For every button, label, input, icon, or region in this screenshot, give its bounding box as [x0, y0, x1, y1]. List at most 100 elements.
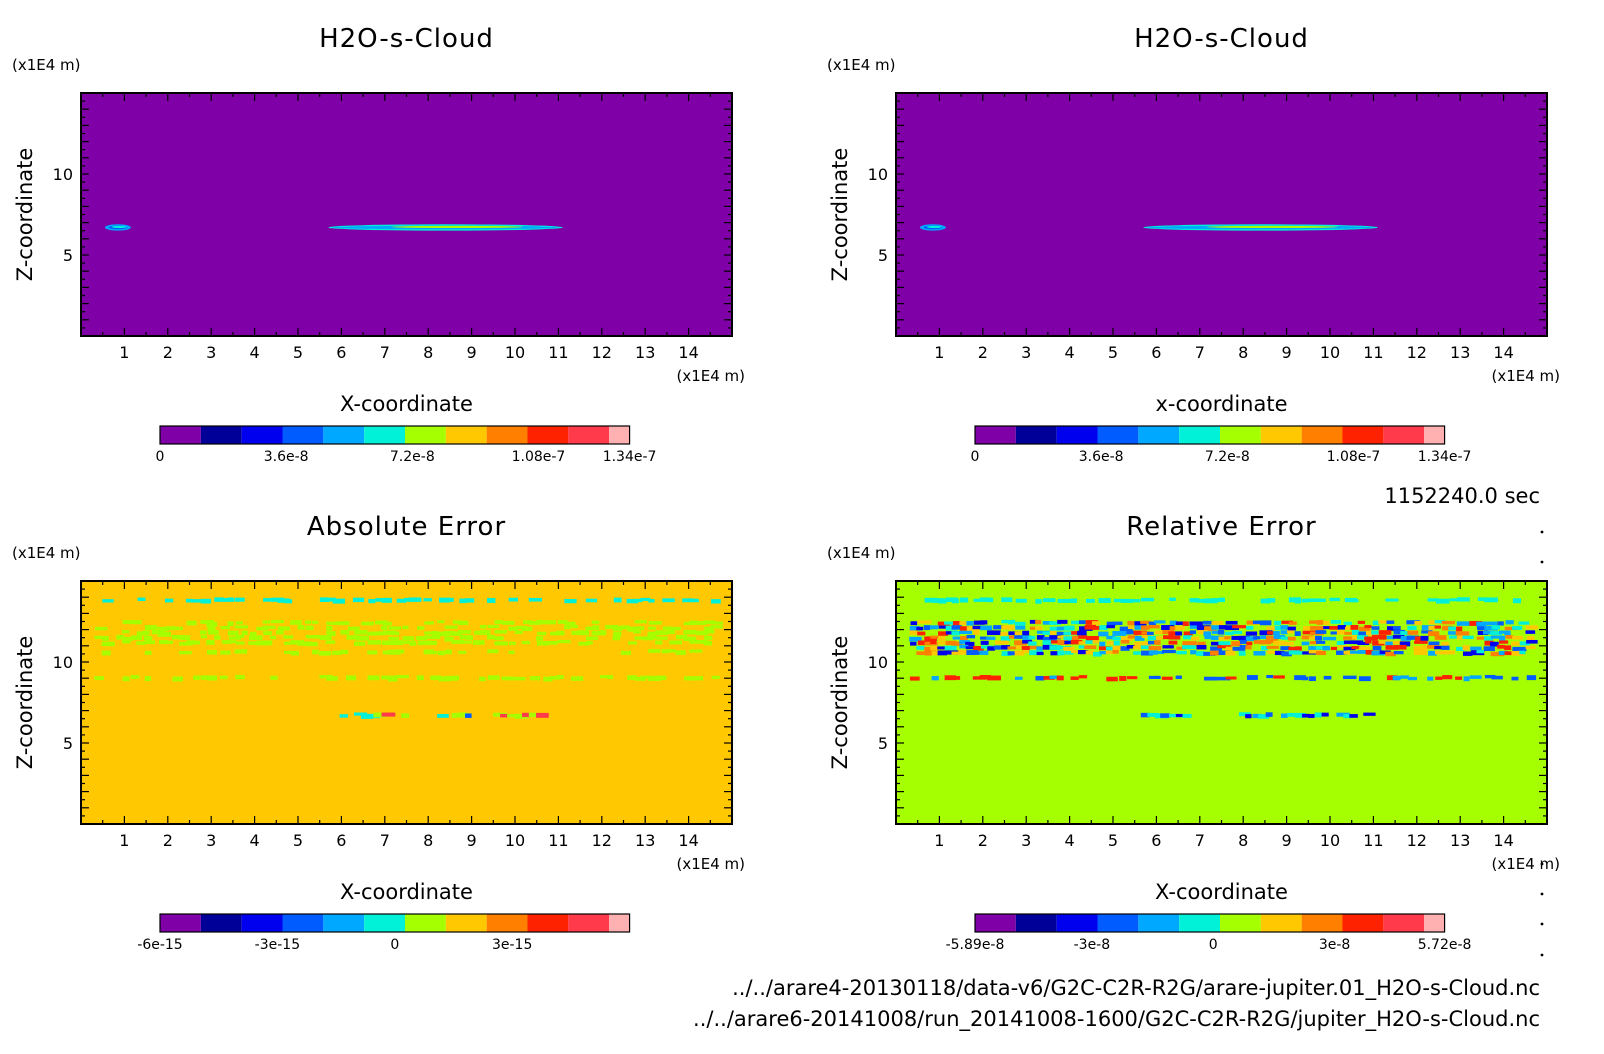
- error-cell: [1449, 635, 1460, 639]
- error-cell: [1490, 641, 1499, 647]
- error-cell: [1371, 651, 1385, 656]
- error-cell: [606, 675, 614, 679]
- error-cell: [444, 630, 455, 636]
- error-cell: [1245, 631, 1258, 636]
- colorbar-segment: [975, 914, 1016, 932]
- error-cell: [987, 646, 996, 651]
- margin-dot: [1540, 560, 1544, 564]
- error-cell: [909, 630, 918, 635]
- error-cell: [494, 641, 508, 646]
- error-cell: [1245, 645, 1252, 650]
- error-cell: [507, 714, 520, 718]
- x-tick-label: 12: [1407, 343, 1427, 362]
- error-cell: [1120, 646, 1130, 651]
- error-cell: [1484, 674, 1496, 679]
- error-cell: [1161, 625, 1175, 630]
- error-cell: [1225, 620, 1238, 625]
- error-cell: [980, 625, 993, 631]
- x-tick-label: 10: [1320, 343, 1340, 362]
- error-cell: [1295, 651, 1304, 655]
- error-cell: [179, 641, 193, 646]
- error-cell: [1378, 640, 1392, 644]
- error-cell: [528, 712, 537, 718]
- error-cell: [94, 676, 105, 680]
- error-cell: [1490, 651, 1505, 657]
- error-cell: [578, 641, 590, 646]
- panels-group: H2O-s-Cloud(x1E4 m)1 2 3 4 5 6 7 8 9 10 11 12 13 1451…: [12, 24, 1560, 953]
- error-cell: [1224, 631, 1234, 636]
- colorbar-segment: [241, 426, 283, 444]
- colorbar-frame: [159, 425, 631, 445]
- x-tick-label: 13: [635, 831, 655, 850]
- colorbar-segment: [405, 914, 446, 932]
- error-cell: [437, 650, 445, 656]
- error-cell: [1371, 630, 1379, 635]
- error-cell: [1154, 640, 1161, 645]
- error-cell: [1413, 650, 1428, 656]
- error-cell: [993, 625, 1004, 630]
- error-cell: [571, 630, 585, 635]
- error-cell: [1414, 636, 1422, 641]
- error-cell: [1301, 713, 1310, 718]
- colorbar-segment: [160, 426, 201, 444]
- error-cell: [1378, 635, 1387, 640]
- error-cell: [1421, 630, 1433, 634]
- error-cell: [1168, 713, 1182, 718]
- x-tick-label: 4: [1065, 343, 1075, 362]
- error-cell: [1057, 619, 1068, 624]
- error-cell: [319, 597, 330, 602]
- x-tick-label: 8: [423, 831, 433, 850]
- error-cell: [1350, 650, 1359, 654]
- colorbar-frame: [159, 913, 631, 933]
- error-cell: [305, 641, 318, 647]
- error-cell: [437, 620, 445, 624]
- error-cell: [1106, 635, 1116, 640]
- error-cell: [1455, 676, 1463, 680]
- error-cell: [1063, 636, 1074, 641]
- plot-background: [81, 93, 732, 336]
- error-cell: [1099, 625, 1108, 631]
- error-cell: [129, 620, 142, 625]
- error-cell: [1049, 645, 1061, 650]
- error-cell: [557, 639, 571, 644]
- error-cell: [1281, 620, 1294, 624]
- error-cell: [1350, 640, 1364, 645]
- error-cell: [959, 630, 972, 635]
- error-cell: [1064, 599, 1074, 603]
- error-cell: [1022, 635, 1032, 641]
- error-cell: [234, 625, 249, 629]
- error-cell: [339, 621, 350, 626]
- error-cell: [1155, 636, 1163, 640]
- error-cell: [959, 626, 970, 631]
- error-cell: [220, 675, 228, 680]
- error-cell: [536, 641, 549, 646]
- error-cell: [143, 635, 153, 641]
- error-cell: [1359, 626, 1371, 631]
- error-cell: [1182, 641, 1193, 646]
- error-cell: [1008, 631, 1021, 636]
- error-cell: [1175, 675, 1182, 679]
- error-cell: [598, 630, 607, 635]
- error-cell: [1512, 598, 1522, 604]
- error-cell: [1049, 626, 1064, 631]
- error-cell: [445, 597, 454, 602]
- error-cell: [1266, 645, 1280, 649]
- error-cell: [591, 620, 600, 624]
- error-cell: [136, 641, 147, 645]
- colorbar-segment: [1015, 914, 1057, 932]
- error-cell: [417, 626, 425, 630]
- colorbar-segment: [1056, 426, 1098, 444]
- x-tick-label: 1: [119, 831, 129, 850]
- error-cell: [613, 631, 622, 637]
- x-tick-label: 6: [1151, 831, 1161, 850]
- error-cell: [444, 675, 458, 681]
- error-cell: [164, 598, 174, 603]
- colorbar-segment: [527, 426, 569, 444]
- error-cell: [473, 630, 480, 635]
- x-tick-label: 14: [1493, 343, 1513, 362]
- colorbar-label: 3.6e-8: [264, 449, 309, 465]
- error-cell: [1497, 621, 1504, 626]
- error-cell: [409, 597, 422, 602]
- x-tick-label: 6: [336, 831, 346, 850]
- error-cell: [1343, 621, 1352, 626]
